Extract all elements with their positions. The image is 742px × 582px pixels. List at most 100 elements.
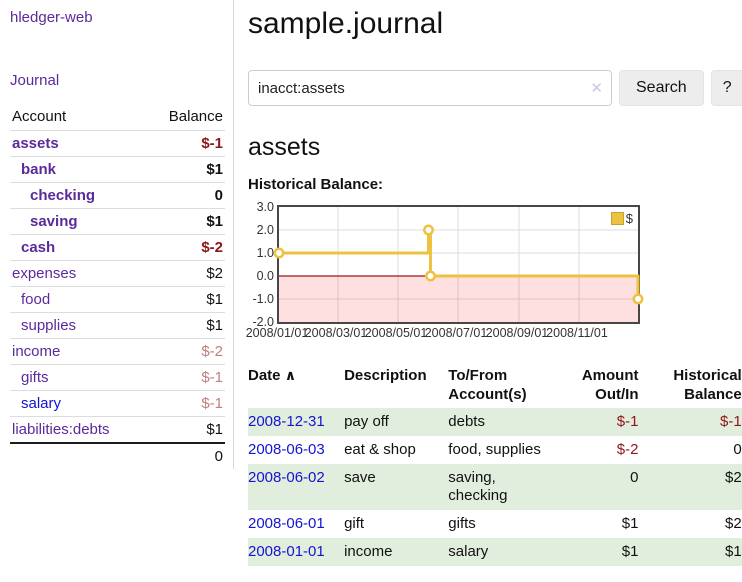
- transaction-date-link[interactable]: 2008-06-02: [248, 469, 325, 486]
- transaction-amount: $-1: [616, 413, 639, 430]
- y-axis-tick-label: 3.0: [256, 200, 274, 214]
- account-name-cell: checking: [10, 182, 146, 209]
- register-header-date[interactable]: Date ∧: [248, 364, 344, 408]
- accounts-header-account: Account: [10, 105, 146, 131]
- x-axis-tick-label: 2008/05/01: [364, 326, 428, 340]
- search-button[interactable]: Search: [619, 70, 704, 106]
- transaction-accounts: debts: [448, 413, 485, 430]
- app-title: hledger-web: [10, 9, 225, 27]
- account-balance: 0: [145, 182, 225, 209]
- transaction-date-link[interactable]: 2008-06-01: [248, 515, 325, 532]
- search-form: ✕ Search ?: [248, 70, 742, 106]
- account-row: cash $-2: [10, 234, 225, 261]
- account-name-cell: cash: [10, 234, 146, 261]
- account-balance: $-2: [145, 234, 225, 261]
- account-link[interactable]: salary: [21, 395, 62, 412]
- register-header-row: Date ∧ Description To/From Account(s) Am…: [248, 364, 742, 408]
- account-balance: $1: [145, 416, 225, 443]
- transaction-date-link[interactable]: 2008-06-03: [248, 441, 325, 458]
- accounts-total-spacer: [10, 442, 146, 469]
- account-link[interactable]: assets: [12, 135, 59, 152]
- legend-swatch-icon: [610, 212, 624, 225]
- transaction-date-link[interactable]: 2008-12-31: [248, 413, 325, 430]
- y-axis-tick-label: 1.0: [256, 246, 274, 260]
- help-button[interactable]: ?: [710, 70, 742, 106]
- transaction-date-cell: 2008-01-01: [248, 538, 344, 566]
- transaction-description: save: [344, 469, 376, 486]
- search-input[interactable]: [248, 70, 612, 106]
- register-header-date-label: Date: [248, 367, 281, 384]
- transaction-row: 2008-06-02 save saving, checking 0 $2: [248, 464, 742, 510]
- chart-x-axis-labels: 2008/01/01 2008/03/01 2008/05/01 2008/07/01…: [246, 326, 640, 342]
- data-point-marker: [273, 247, 285, 259]
- y-axis-tick-label: 2.0: [256, 223, 274, 237]
- account-balance: $-1: [145, 364, 225, 391]
- transaction-amount: $-2: [616, 441, 639, 458]
- transaction-date-link[interactable]: 2008-01-01: [248, 543, 325, 560]
- x-axis-tick-label: 2008/07/01: [424, 326, 488, 340]
- transaction-description: eat & shop: [344, 441, 416, 458]
- legend-label: $: [625, 211, 633, 226]
- data-point-marker: [423, 224, 434, 236]
- accounts-total-row: 0: [10, 442, 225, 469]
- register-header-balance: Historical Balance: [673, 367, 742, 403]
- account-link[interactable]: food: [21, 291, 51, 308]
- page-title: sample.journal: [248, 7, 444, 40]
- account-balance: $1: [145, 208, 225, 235]
- transaction-row: 2008-01-01 income salary $1 $1: [248, 538, 742, 566]
- transaction-amount: 0: [630, 469, 639, 486]
- app-window: hledger-web Journal Account Balance asse…: [0, 0, 742, 566]
- journal-link[interactable]: Journal: [10, 72, 60, 89]
- transaction-amount: $1: [621, 543, 639, 560]
- transaction-description: income: [344, 543, 393, 560]
- account-name-cell: gifts: [10, 364, 146, 391]
- transaction-row: 2008-06-01 gift gifts $1 $2: [248, 510, 742, 538]
- transaction-balance: $2: [725, 515, 742, 532]
- transaction-accounts: saving, checking: [448, 469, 508, 504]
- main-content: sample.journal ✕ Search ? assets Histori…: [234, 0, 742, 566]
- account-balance: $1: [145, 312, 225, 339]
- data-point-marker: [425, 270, 436, 282]
- account-row: income $-2: [10, 338, 225, 365]
- register-header-amount: Amount Out/In: [581, 367, 639, 403]
- account-balance: $-2: [145, 338, 225, 365]
- account-row: gifts $-1: [10, 364, 225, 391]
- y-axis-tick-label: -1.0: [252, 292, 274, 306]
- transaction-balance: $-1: [720, 413, 742, 430]
- account-link[interactable]: cash: [21, 239, 56, 256]
- accounts-header-balance: Balance: [145, 105, 225, 131]
- sidebar: hledger-web Journal Account Balance asse…: [0, 0, 234, 469]
- y-axis-tick-label: 0.0: [256, 269, 274, 283]
- account-row: checking 0: [10, 182, 225, 209]
- account-link[interactable]: supplies: [21, 317, 77, 334]
- transaction-balance: 0: [733, 441, 742, 458]
- account-link[interactable]: checking: [30, 187, 96, 204]
- x-axis-tick-label: 2008/01/01: [245, 326, 309, 340]
- register-header-description: Description: [344, 367, 427, 384]
- transaction-row: 2008-06-03 eat & shop food, supplies $-2 0: [248, 436, 742, 464]
- data-point-marker: [632, 293, 644, 305]
- account-link[interactable]: saving: [30, 213, 78, 230]
- account-link[interactable]: gifts: [21, 369, 49, 386]
- x-axis-tick-label: 2008/03/01: [304, 326, 368, 340]
- account-link[interactable]: income: [12, 343, 61, 360]
- account-name-cell: expenses: [10, 260, 146, 287]
- account-heading: assets: [248, 133, 321, 161]
- negative-region: [279, 276, 638, 322]
- account-row: food $1: [10, 286, 225, 313]
- app-title-link[interactable]: hledger-web: [10, 9, 93, 26]
- register-header-to-from: To/From Account(s): [448, 367, 527, 403]
- sort-ascending-icon: ∧: [284, 367, 297, 383]
- account-link[interactable]: liabilities:debts: [12, 421, 110, 438]
- account-balance: $-1: [201, 135, 223, 152]
- account-name-cell: saving: [10, 208, 146, 235]
- transaction-date-cell: 2008-06-02: [248, 464, 344, 510]
- account-link[interactable]: bank: [21, 161, 57, 178]
- clear-search-icon[interactable]: ✕: [590, 80, 603, 97]
- chart-title: Historical Balance:: [248, 176, 384, 193]
- account-link[interactable]: expenses: [12, 265, 77, 282]
- balance-chart: $ 3.0 2.0 1.0 0.0 -1.0 -2.0: [252, 200, 644, 329]
- transaction-accounts: gifts: [448, 515, 476, 532]
- transaction-accounts: salary: [448, 543, 489, 560]
- transaction-description: pay off: [344, 413, 389, 430]
